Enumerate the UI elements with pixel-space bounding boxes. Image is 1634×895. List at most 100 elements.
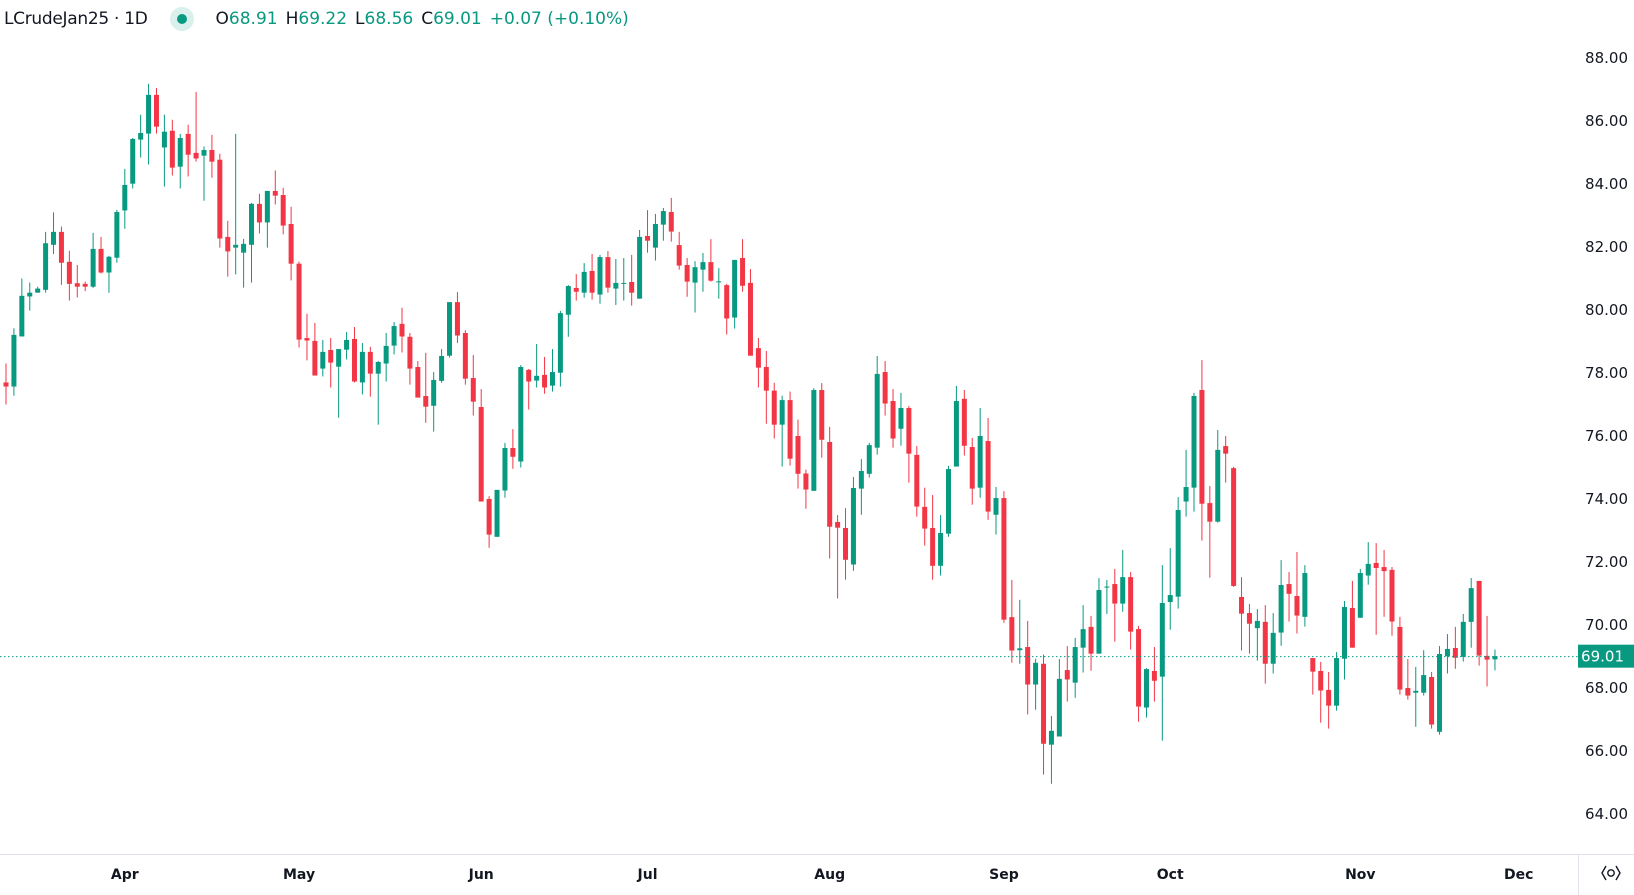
- candle: [375, 361, 381, 425]
- candle: [811, 388, 817, 491]
- candle-body: [391, 326, 397, 346]
- candle: [1191, 392, 1197, 512]
- candle: [898, 392, 904, 446]
- candle: [470, 355, 476, 416]
- candle-body: [1159, 602, 1165, 677]
- candle: [629, 254, 635, 306]
- candle: [1341, 601, 1347, 680]
- candle: [557, 310, 563, 387]
- candle: [1310, 658, 1316, 695]
- candle: [1262, 605, 1268, 684]
- symbol-title[interactable]: LCrudeJan25 · 1D: [4, 9, 148, 29]
- candle-body: [1056, 678, 1062, 737]
- candle-body: [217, 159, 223, 239]
- candle-body: [431, 379, 437, 406]
- candle-body: [1389, 569, 1395, 622]
- candle: [1072, 637, 1078, 698]
- candle-body: [130, 138, 136, 184]
- candle: [771, 382, 777, 439]
- candle-body: [763, 367, 769, 391]
- candle: [858, 458, 864, 515]
- candle: [1104, 579, 1110, 614]
- price-tick-label: 80.00: [1585, 301, 1628, 319]
- candle-body: [399, 323, 405, 337]
- candle: [1009, 579, 1015, 663]
- candle-body: [510, 447, 516, 457]
- candle-body: [122, 184, 128, 211]
- candle-body: [35, 288, 41, 293]
- candle-body: [1239, 596, 1245, 614]
- candle: [74, 264, 80, 298]
- candle: [724, 283, 730, 335]
- candle-body: [1349, 607, 1355, 648]
- candle: [280, 187, 286, 235]
- candle: [1088, 615, 1094, 671]
- candle-body: [486, 499, 492, 535]
- time-axis[interactable]: Apr May Jun Jul Aug Sep Oct Nov Dec: [111, 867, 1534, 883]
- candle-body: [827, 441, 833, 527]
- candle: [367, 346, 373, 397]
- candle-body: [676, 245, 682, 266]
- candle-body: [700, 262, 706, 270]
- candle-body: [312, 340, 318, 376]
- candle-body: [359, 351, 365, 383]
- price-tick-label: 82.00: [1585, 238, 1628, 256]
- candle: [288, 206, 294, 281]
- candle: [597, 254, 603, 304]
- candle-body: [1215, 449, 1221, 522]
- candle-body: [1437, 653, 1443, 732]
- candle-body: [890, 401, 896, 439]
- candle: [153, 87, 159, 134]
- candle-body: [351, 338, 357, 382]
- candle: [684, 258, 690, 297]
- last-price-label: 69.01: [1581, 648, 1624, 666]
- candle-body: [1397, 626, 1403, 690]
- market-status-icon[interactable]: [169, 7, 194, 31]
- candle-body: [51, 231, 57, 245]
- candle: [1373, 543, 1379, 635]
- candle-body: [1262, 621, 1268, 664]
- candle: [1001, 491, 1007, 623]
- candle: [1025, 620, 1031, 715]
- candle: [1143, 668, 1149, 718]
- candle: [1437, 646, 1443, 735]
- candle: [763, 350, 769, 424]
- candle: [819, 383, 825, 458]
- candle-body: [953, 401, 959, 467]
- candle-body: [470, 378, 476, 402]
- candle: [1429, 671, 1435, 729]
- candle-body: [1231, 468, 1237, 586]
- candle-body: [1468, 588, 1474, 622]
- price-axis[interactable]: 88.00 86.00 84.00 82.00 80.00 78.00 76.00 74.00…: [1585, 49, 1628, 823]
- close-value: 69.01: [433, 9, 482, 29]
- candle-body: [1254, 620, 1260, 629]
- candle: [676, 231, 682, 270]
- candle-body: [328, 350, 334, 363]
- candle-body: [11, 334, 17, 387]
- candle-body: [1096, 590, 1102, 654]
- candle-body: [1207, 503, 1213, 522]
- candle: [130, 138, 136, 189]
- candle: [66, 250, 72, 301]
- month-tick-label: Apr: [111, 867, 139, 883]
- candle: [1239, 577, 1245, 651]
- price-tick-label: 78.00: [1585, 364, 1628, 382]
- candle: [565, 285, 571, 337]
- candle-body: [58, 231, 64, 263]
- candle: [930, 494, 936, 580]
- candle: [225, 220, 231, 277]
- candle-body: [708, 262, 714, 281]
- candle-body: [866, 445, 872, 474]
- candle-body: [209, 149, 215, 162]
- candle-body: [930, 527, 936, 566]
- chart-settings-button[interactable]: [1598, 862, 1624, 884]
- candle-body: [1326, 689, 1332, 706]
- candle-body: [66, 261, 72, 284]
- candle: [953, 385, 959, 467]
- candle: [391, 321, 397, 355]
- candle-body: [407, 336, 413, 369]
- candle: [114, 209, 120, 263]
- candle-body: [193, 152, 199, 159]
- candle: [272, 170, 278, 205]
